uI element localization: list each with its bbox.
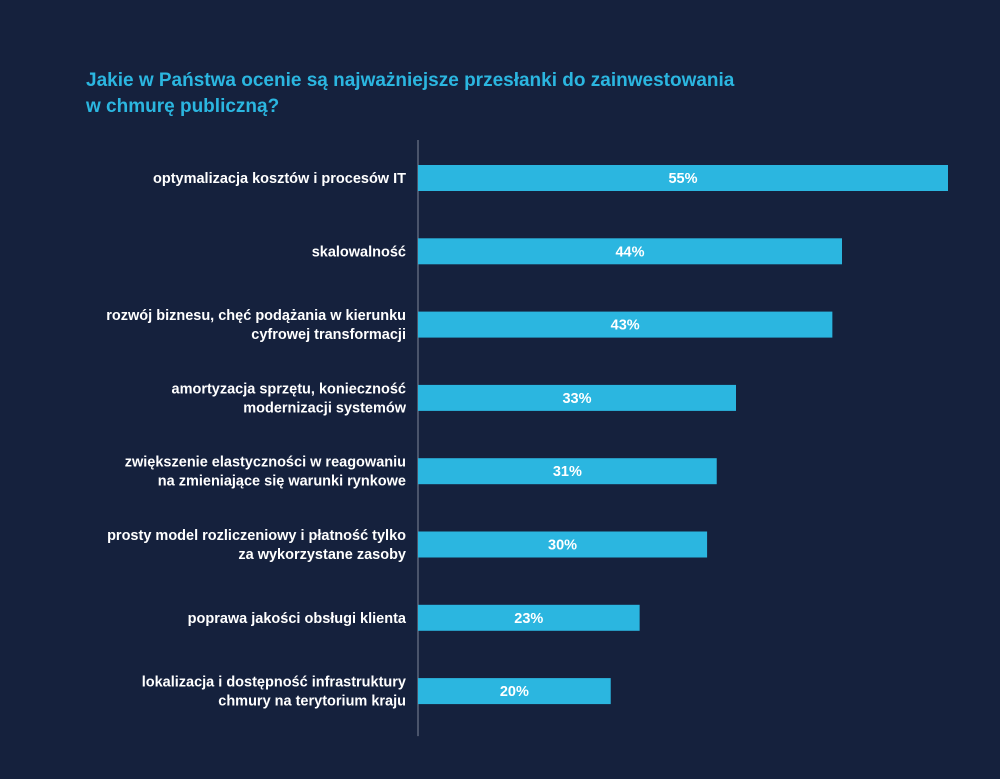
category-label: modernizacji systemów [243,400,406,416]
category-label: prosty model rozliczeniowy i płatność ty… [107,528,406,544]
chart-title-line: w chmurę publiczną? [85,96,279,117]
bar-value-label: 55% [668,171,697,187]
bar [418,604,640,631]
bar-value-label: 44% [615,244,644,260]
category-label: amortyzacja sprzętu, konieczność [172,381,407,397]
category-label: optymalizacja kosztów i procesów IT [153,171,406,187]
category-label: skalowalność [312,244,406,260]
bar [418,384,736,411]
bar-value-label: 20% [500,684,529,700]
category-label: chmury na terytorium kraju [218,694,406,710]
category-label: na zmieniające się warunki rynkowe [158,474,406,490]
bar-value-label: 43% [611,318,640,334]
category-label: rozwój biznesu, chęć podążania w kierunk… [106,308,406,324]
bar [418,531,708,558]
bar [418,678,611,705]
bar [418,238,842,265]
category-label: za wykorzystane zasoby [238,547,406,563]
bar-value-label: 30% [548,538,577,554]
chart-title-line: Jakie w Państwa ocenie są najważniejsze … [86,70,735,91]
category-label: lokalizacja i dostępność infrastruktury [142,675,406,691]
bar-value-label: 31% [553,464,582,480]
bar-value-label: 23% [514,611,543,627]
category-label: poprawa jakości obsługi klienta [188,611,407,627]
bar-value-label: 33% [562,391,591,407]
bar [418,311,833,338]
bar [418,458,717,485]
category-label: zwiększenie elastyczności w reagowaniu [125,455,406,471]
category-label: cyfrowej transformacji [251,327,406,343]
bar [418,165,948,191]
